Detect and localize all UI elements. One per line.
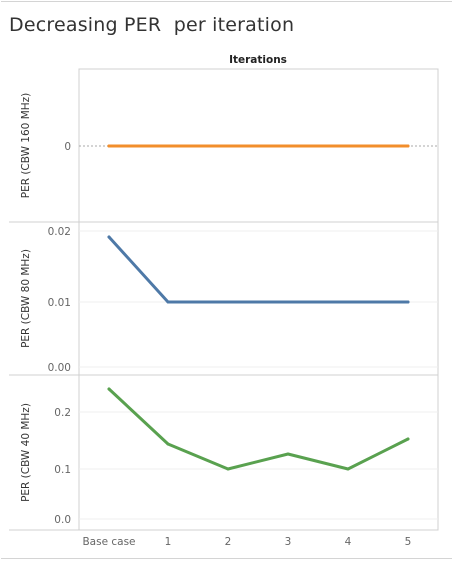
data-point — [346, 300, 350, 304]
x-tick-label: 2 — [225, 536, 232, 548]
data-point — [166, 300, 170, 304]
x-tick-label: 3 — [285, 536, 292, 548]
data-point — [226, 467, 230, 471]
data-point — [166, 144, 170, 148]
data-point — [346, 467, 350, 471]
data-point — [286, 144, 290, 148]
data-point — [166, 442, 170, 446]
panel-3: 0.2 0.1 0.0 PER (CBW 40 MHz) — [9, 374, 439, 531]
y-tick-label: 0.00 — [48, 362, 71, 374]
y-axis-label: PER (CBW 40 MHz) — [20, 403, 32, 502]
panel-border — [78, 221, 439, 376]
panel-border — [78, 374, 439, 531]
series-line — [107, 235, 410, 304]
data-point — [286, 452, 290, 456]
x-tick-label: 1 — [165, 536, 172, 548]
data-point — [107, 235, 111, 239]
chart-title: Decreasing PER per iteration — [9, 14, 295, 36]
y-tick-label: 0 — [64, 141, 71, 153]
data-point — [346, 144, 350, 148]
data-point — [286, 300, 290, 304]
panel-1: 0 PER (CBW 160 MHz) — [9, 68, 439, 223]
y-tick-label: 0.01 — [48, 297, 71, 309]
x-axis: Base case 1 2 3 4 5 — [82, 536, 411, 548]
x-tick-label: 4 — [345, 536, 352, 548]
data-point — [226, 300, 230, 304]
y-tick-label: 0.0 — [54, 514, 71, 526]
series-line — [107, 387, 410, 471]
data-point — [406, 437, 410, 441]
data-point — [107, 144, 111, 148]
y-tick-label: 0.1 — [54, 464, 71, 476]
data-point — [406, 300, 410, 304]
y-tick-label: 0.02 — [48, 226, 71, 238]
y-tick-label: 0.2 — [54, 407, 71, 419]
y-axis-label: PER (CBW 80 MHz) — [20, 249, 32, 348]
column-header: Iterations — [229, 54, 287, 66]
panel-2: 0.02 0.01 0.00 PER (CBW 80 MHz) — [9, 221, 439, 376]
x-tick-label: 5 — [405, 536, 412, 548]
y-axis-label: PER (CBW 160 MHz) — [20, 93, 32, 199]
x-tick-label: Base case — [82, 536, 135, 548]
data-point — [406, 144, 410, 148]
data-point — [226, 144, 230, 148]
data-point — [107, 387, 111, 391]
